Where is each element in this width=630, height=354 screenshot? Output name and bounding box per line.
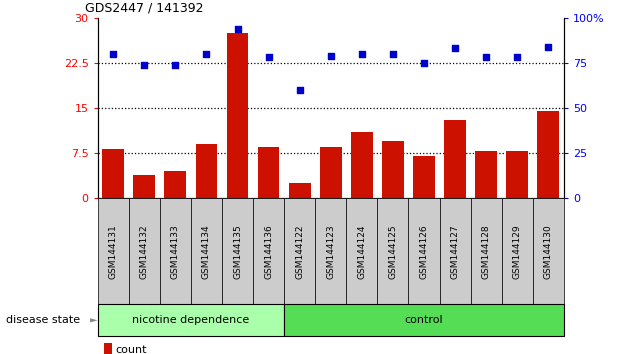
Point bbox=[512, 55, 522, 60]
Text: GSM144131: GSM144131 bbox=[109, 224, 118, 279]
Text: GSM144125: GSM144125 bbox=[389, 224, 398, 279]
Bar bbox=[227, 33, 248, 198]
Bar bbox=[537, 111, 559, 198]
Point bbox=[388, 51, 398, 57]
Text: GSM144124: GSM144124 bbox=[357, 224, 366, 279]
Text: control: control bbox=[404, 315, 444, 325]
Text: count: count bbox=[115, 346, 147, 354]
Text: GSM144135: GSM144135 bbox=[233, 224, 242, 279]
Bar bbox=[507, 151, 528, 198]
Bar bbox=[444, 120, 466, 198]
Point bbox=[419, 60, 429, 66]
Text: GSM144129: GSM144129 bbox=[513, 224, 522, 279]
Point bbox=[481, 55, 491, 60]
Text: GDS2447 / 141392: GDS2447 / 141392 bbox=[85, 1, 203, 14]
Text: GSM144134: GSM144134 bbox=[202, 224, 211, 279]
Point bbox=[357, 51, 367, 57]
Point bbox=[232, 26, 243, 32]
Point bbox=[326, 53, 336, 58]
Point bbox=[202, 51, 212, 57]
Point bbox=[450, 46, 460, 51]
Text: GSM144122: GSM144122 bbox=[295, 224, 304, 279]
Text: GSM144130: GSM144130 bbox=[544, 224, 553, 279]
Text: GSM144126: GSM144126 bbox=[420, 224, 428, 279]
Bar bbox=[382, 141, 404, 198]
Bar bbox=[195, 144, 217, 198]
Text: GSM144128: GSM144128 bbox=[482, 224, 491, 279]
Text: GSM144127: GSM144127 bbox=[450, 224, 459, 279]
Text: disease state: disease state bbox=[6, 315, 81, 325]
Bar bbox=[134, 175, 155, 198]
Bar bbox=[164, 171, 186, 198]
Text: GSM144123: GSM144123 bbox=[326, 224, 335, 279]
Bar bbox=[320, 147, 341, 198]
Point bbox=[170, 62, 180, 68]
Text: GSM144133: GSM144133 bbox=[171, 224, 180, 279]
Bar bbox=[289, 183, 311, 198]
Bar bbox=[351, 132, 373, 198]
Point bbox=[263, 55, 273, 60]
Point bbox=[295, 87, 305, 93]
Point bbox=[139, 62, 149, 68]
Point bbox=[108, 51, 118, 57]
Text: GSM144132: GSM144132 bbox=[140, 224, 149, 279]
Bar bbox=[475, 151, 497, 198]
Bar bbox=[258, 147, 280, 198]
Text: GSM144136: GSM144136 bbox=[264, 224, 273, 279]
Point bbox=[543, 44, 553, 50]
Bar bbox=[413, 156, 435, 198]
Bar bbox=[102, 149, 124, 198]
Text: nicotine dependence: nicotine dependence bbox=[132, 315, 249, 325]
